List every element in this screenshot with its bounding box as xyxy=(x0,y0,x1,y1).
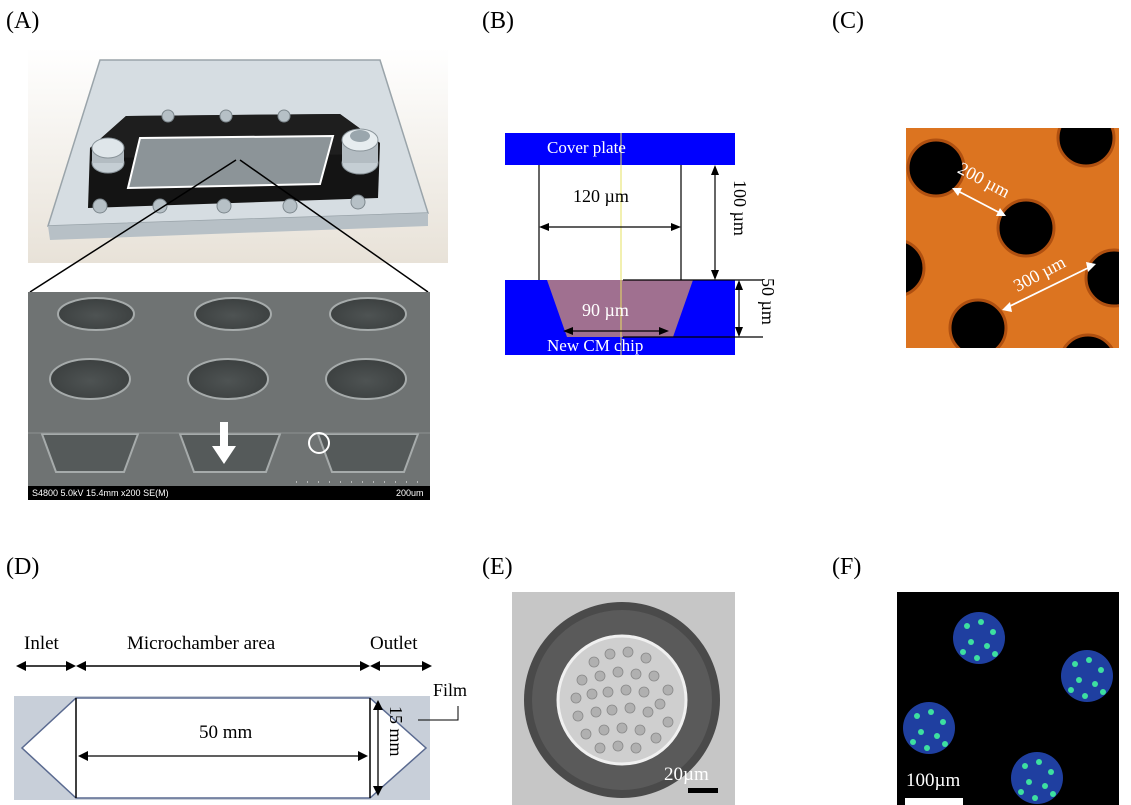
chamber-layout-diagram xyxy=(14,661,459,800)
chip-label: New CM chip xyxy=(547,336,644,355)
width-label: 15 mm xyxy=(386,706,406,757)
single-well-image: 20µm xyxy=(512,592,735,805)
scale-label-f: 100µm xyxy=(906,770,961,791)
panel-label-a: (A) xyxy=(6,8,40,34)
scale-bar-e xyxy=(688,788,718,793)
sem-wells xyxy=(28,292,430,500)
film-label: Film xyxy=(433,680,468,700)
area-label: Microchamber area xyxy=(127,633,276,654)
dim-height: 100 µm xyxy=(730,180,750,236)
circle-marker xyxy=(308,432,330,454)
sem-image: S4800 5.0kV 15.4mm x200 SE(M) 200um xyxy=(28,292,430,500)
panel-label-d: (D) xyxy=(6,554,40,580)
spheroid xyxy=(903,702,955,754)
scale-bar-f xyxy=(905,798,963,805)
cover-plate-label: Cover plate xyxy=(547,138,626,157)
cover-plate xyxy=(505,133,735,165)
microwell xyxy=(547,280,693,337)
spheroid xyxy=(953,612,1005,664)
channel-outline xyxy=(20,697,428,799)
dim-depth: 50 µm xyxy=(758,278,778,325)
inlet-label: Inlet xyxy=(24,633,59,654)
length-label: 50 mm xyxy=(199,722,253,743)
spheroid xyxy=(1061,650,1113,702)
cross-section-diagram xyxy=(505,133,763,355)
panel-label-e: (E) xyxy=(482,554,513,580)
chip-photo xyxy=(28,48,448,263)
panel-label-b: (B) xyxy=(482,8,514,34)
dim-top-width: 120 µm xyxy=(573,186,629,206)
microwell-array-image: 200 µm 300 µm xyxy=(906,128,1119,348)
panel-label-c: (C) xyxy=(832,8,864,34)
sem-info-text: S4800 5.0kV 15.4mm x200 SE(M) xyxy=(32,488,169,498)
panel-label-f: (F) xyxy=(832,554,862,580)
fluorescence-image: 100µm xyxy=(897,592,1119,805)
scale-label-e: 20µm xyxy=(664,764,709,785)
spheroid xyxy=(1011,752,1063,804)
dim-bottom-width: 90 µm xyxy=(582,300,629,320)
sem-scale-text: 200um xyxy=(396,488,424,498)
outlet-label: Outlet xyxy=(370,633,418,654)
arrow-marker xyxy=(212,422,236,464)
